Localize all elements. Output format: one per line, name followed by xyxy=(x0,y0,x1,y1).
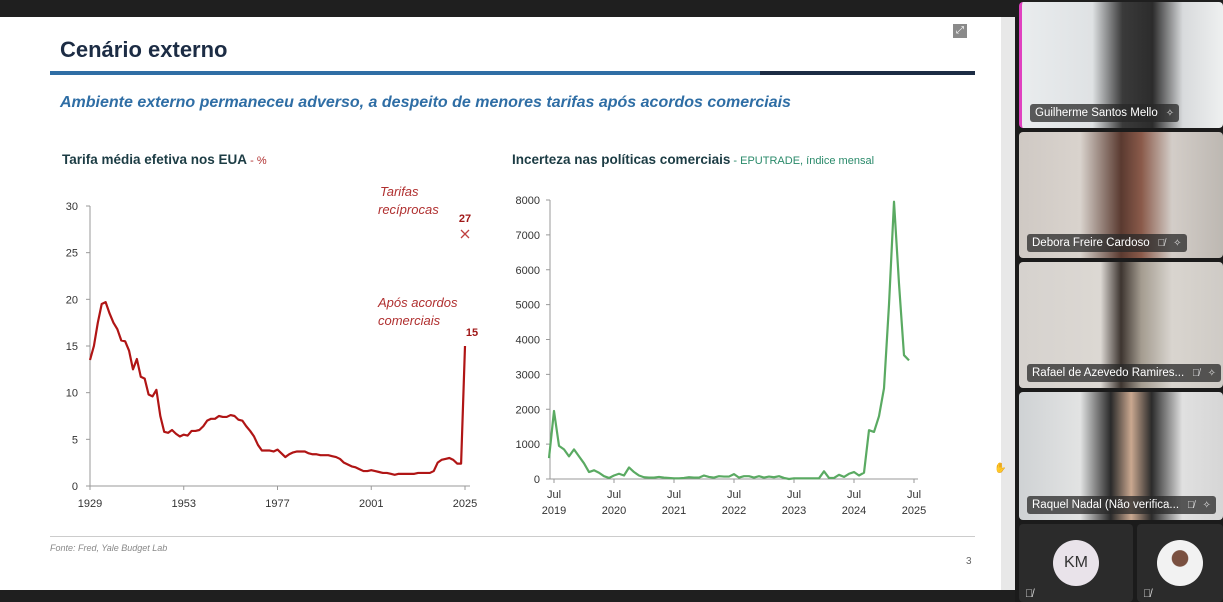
title-rule xyxy=(50,71,975,75)
participant-name-label: Rafael de Azevedo Ramires... 🎙̸ ✧ xyxy=(1027,364,1222,382)
y-tick-label: 20 xyxy=(66,294,78,306)
hand-cursor-icon: ✋ xyxy=(994,463,1007,474)
mic-muted-icon: 🎙̸ xyxy=(1143,588,1152,600)
x-tick-label: Jul xyxy=(607,489,621,501)
mic-muted-icon: 🎙̸ xyxy=(1025,588,1034,600)
y-tick-label: 7000 xyxy=(516,230,540,242)
footer-rule xyxy=(50,536,975,537)
pin-icon[interactable]: ✧ xyxy=(1202,499,1211,511)
x-tick-label: Jul xyxy=(907,489,921,501)
title-rule-accent xyxy=(760,71,975,75)
shared-slide: Cenário externo ⤢ Ambiente externo perma… xyxy=(0,17,1015,590)
expand-icon[interactable]: ⤢ xyxy=(953,24,967,38)
participant-name: Rafael de Azevedo Ramires... xyxy=(1032,367,1185,379)
y-tick-label: 5000 xyxy=(516,300,540,312)
participant-tile[interactable]: 🎙̸ xyxy=(1137,524,1223,602)
annotation-reciprocal-tariffs: recíprocas xyxy=(378,202,439,217)
x-tick-label: 2019 xyxy=(542,505,566,517)
x-tick-label: 1929 xyxy=(78,498,102,510)
x-tick-label: Jul xyxy=(787,489,801,501)
x-tick-label: 2020 xyxy=(602,505,626,517)
annotation-after-agreements: Após acordos xyxy=(377,295,458,310)
source-note: Fonte: Fred, Yale Budget Lab xyxy=(50,543,168,553)
y-tick-label: 6000 xyxy=(516,265,540,277)
x-tick-label: 2023 xyxy=(782,505,806,517)
participant-name: Raquel Nadal (Não verifica... xyxy=(1032,499,1180,511)
pin-icon[interactable]: ✧ xyxy=(1173,237,1182,249)
meeting-top-bar xyxy=(0,0,1223,17)
y-tick-label: 5 xyxy=(72,434,78,446)
x-marker-27 xyxy=(460,229,470,239)
x-tick-label: 1953 xyxy=(172,498,196,510)
y-tick-label: 8000 xyxy=(516,195,540,207)
y-tick-label: 1000 xyxy=(516,439,540,451)
x-tick-label: 2025 xyxy=(453,498,477,510)
participant-name-label: Debora Freire Cardoso 🎙̸ ✧ xyxy=(1027,234,1187,252)
x-tick-label: 2021 xyxy=(662,505,686,517)
x-tick-label: Jul xyxy=(847,489,861,501)
uncertainty-chart-title: Incerteza nas políticas comerciais - EPU… xyxy=(512,152,874,167)
y-tick-label: 0 xyxy=(72,481,78,493)
participant-tile[interactable]: Rafael de Azevedo Ramires... 🎙̸ ✧ xyxy=(1019,262,1223,388)
slide-subtitle: Ambiente externo permaneceu adverso, a d… xyxy=(60,94,791,111)
y-tick-label: 3000 xyxy=(516,369,540,381)
x-tick-label: Jul xyxy=(547,489,561,501)
tariff-series-line xyxy=(88,301,467,476)
annotation-reciprocal-tariffs: Tarifas xyxy=(380,184,419,199)
mic-muted-icon: 🎙̸ xyxy=(1157,237,1166,249)
y-tick-label: 4000 xyxy=(516,335,540,347)
participant-tile[interactable]: KM 🎙̸ xyxy=(1019,524,1133,602)
page-number: 3 xyxy=(966,556,972,567)
x-tick-label: 2025 xyxy=(902,505,926,517)
y-tick-label: 10 xyxy=(66,388,78,400)
x-tick-label: Jul xyxy=(727,489,741,501)
x-tick-label: 2022 xyxy=(722,505,746,517)
participant-name-label: Guilherme Santos Mello ✧ xyxy=(1030,104,1180,122)
x-tick-label: 1977 xyxy=(265,498,289,510)
tariff-chart-title-text: Tarifa média efetiva nos EUA xyxy=(62,152,248,167)
mic-muted-icon: 🎙̸ xyxy=(1192,367,1200,379)
annotation-after-agreements: comerciais xyxy=(378,313,441,328)
uncertainty-series-line xyxy=(547,200,910,481)
participant-tile[interactable]: Guilherme Santos Mello ✧ xyxy=(1019,2,1223,128)
tariff-chart-unit: - % xyxy=(247,155,267,167)
pin-icon[interactable]: ✧ xyxy=(1207,367,1217,379)
avatar: KM xyxy=(1053,540,1099,586)
meeting-bottom-bar xyxy=(0,590,1015,602)
uncertainty-chart-title-text: Incerteza nas políticas comerciais xyxy=(512,152,731,167)
y-tick-label: 2000 xyxy=(516,404,540,416)
pin-icon[interactable]: ✧ xyxy=(1165,107,1175,119)
slide-title: Cenário externo xyxy=(60,37,228,62)
participant-name: Debora Freire Cardoso xyxy=(1032,237,1150,249)
x-tick-label: 2024 xyxy=(842,505,866,517)
y-tick-label: 30 xyxy=(66,201,78,213)
participant-tile[interactable]: Debora Freire Cardoso 🎙̸ ✧ xyxy=(1019,132,1223,258)
participant-tile[interactable]: Raquel Nadal (Não verifica... 🎙̸ ✧ xyxy=(1019,392,1223,520)
y-tick-label: 0 xyxy=(534,474,540,486)
uncertainty-chart-unit: - EPUTRADE, índice mensal xyxy=(730,155,875,167)
participant-name-label: Raquel Nadal (Não verifica... 🎙̸ ✧ xyxy=(1027,496,1216,514)
y-tick-label: 15 xyxy=(66,341,78,353)
x-tick-label: Jul xyxy=(667,489,681,501)
y-tick-label: 25 xyxy=(66,248,78,260)
avatar xyxy=(1157,540,1203,586)
tariff-chart-title: Tarifa média efetiva nos EUA - % xyxy=(62,152,267,167)
participant-name: Guilherme Santos Mello xyxy=(1035,107,1158,119)
x-tick-label: 2001 xyxy=(359,498,383,510)
mic-muted-icon: 🎙̸ xyxy=(1187,499,1195,511)
data-label-27: 27 xyxy=(459,213,471,225)
data-label-15: 15 xyxy=(466,327,478,339)
